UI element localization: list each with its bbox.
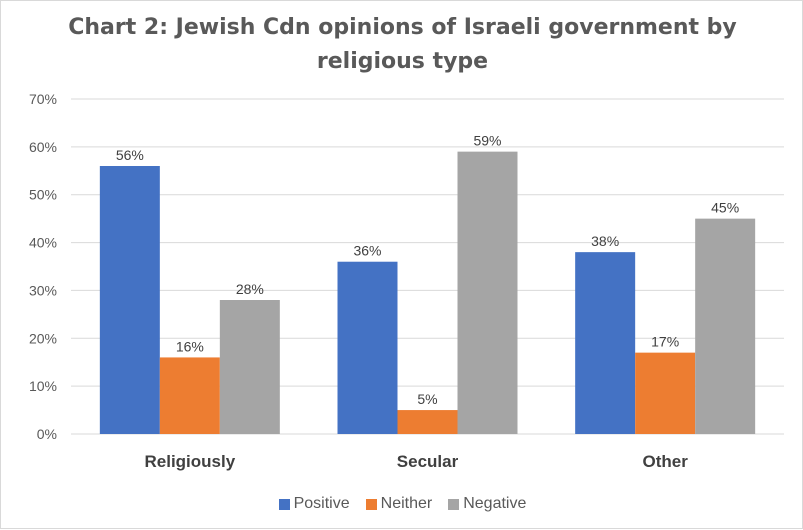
y-tick-label: 70% xyxy=(29,91,57,107)
y-tick-label: 10% xyxy=(29,378,57,394)
chart-legend: Positive Neither Negative xyxy=(1,495,803,513)
x-category-label: Secular xyxy=(397,452,459,471)
legend-label: Negative xyxy=(463,495,527,512)
y-tick-label: 30% xyxy=(29,282,57,298)
data-label: 45% xyxy=(711,200,739,216)
data-label: 17% xyxy=(651,334,679,350)
legend-swatch xyxy=(278,498,290,510)
data-label: 59% xyxy=(473,133,501,149)
bar xyxy=(219,300,280,434)
legend-label: Positive xyxy=(293,495,350,512)
bar xyxy=(575,252,636,434)
bar xyxy=(457,151,518,434)
legend-swatch xyxy=(365,498,377,510)
bar xyxy=(337,261,398,434)
legend-item: Positive xyxy=(278,495,350,513)
y-tick-label: 0% xyxy=(37,426,57,442)
bar xyxy=(99,166,160,434)
data-label: 56% xyxy=(116,147,144,163)
bar xyxy=(635,352,696,434)
data-label: 16% xyxy=(176,338,204,354)
data-label: 5% xyxy=(417,391,437,407)
x-category-label: Other xyxy=(642,452,688,471)
legend-item: Neither xyxy=(365,495,433,513)
chart-title: Chart 2: Jewish Cdn opinions of Israeli … xyxy=(68,15,737,74)
legend-label: Neither xyxy=(380,495,433,512)
bar xyxy=(397,410,458,434)
x-category-label: Religiously xyxy=(144,452,235,471)
legend-swatch xyxy=(448,498,460,510)
bar xyxy=(159,357,220,434)
data-label: 38% xyxy=(591,233,619,249)
legend-item: Negative xyxy=(448,495,526,513)
y-tick-label: 50% xyxy=(29,187,57,203)
bar xyxy=(695,218,756,434)
y-tick-label: 40% xyxy=(29,235,57,251)
y-tick-label: 60% xyxy=(29,139,57,155)
data-label: 28% xyxy=(236,281,264,297)
data-label: 36% xyxy=(353,243,381,259)
y-tick-label: 20% xyxy=(29,330,57,346)
